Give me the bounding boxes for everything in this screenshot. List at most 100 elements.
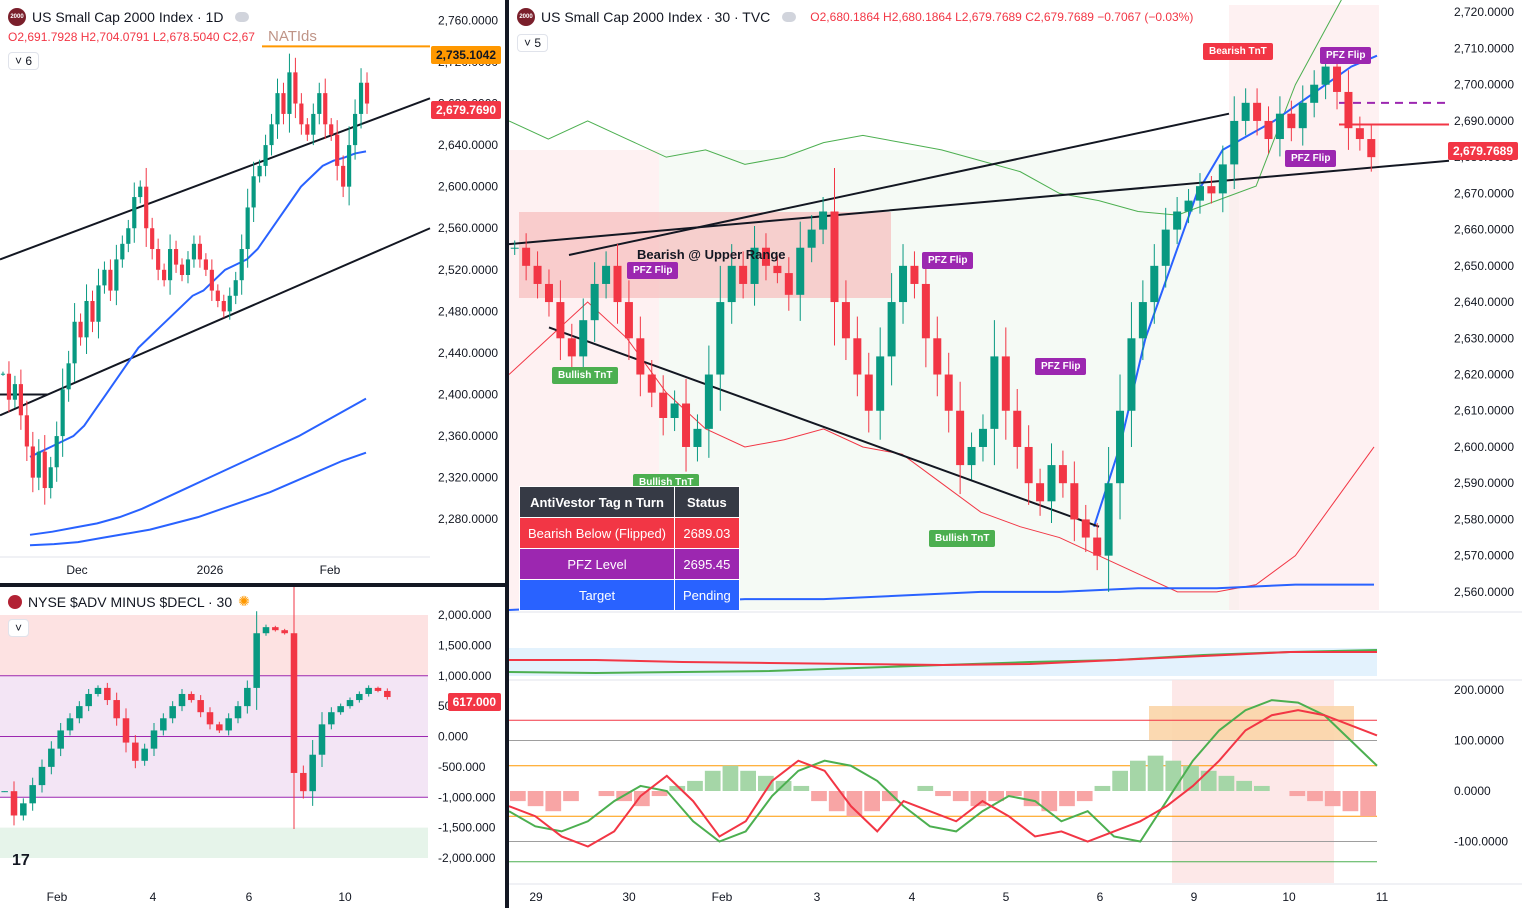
m30-collapse-button[interactable]: ˅ 5 — [517, 34, 549, 52]
bearish-zone-2 — [1229, 5, 1379, 610]
adv-time-tick: 6 — [246, 890, 253, 904]
m30-candle-body — [1081, 519, 1090, 538]
m30-candle-body — [590, 283, 599, 321]
eye-icon[interactable] — [235, 12, 250, 22]
m30-candle-body — [967, 446, 976, 466]
adv-bar-body — [38, 766, 46, 786]
osc-histogram-bar — [846, 791, 863, 817]
osc-histogram-bar — [527, 791, 544, 807]
tradingview-logo[interactable]: 17 — [12, 852, 30, 869]
m30-candle-body — [1287, 113, 1296, 129]
price-axis-tick: 2,560.0000 — [438, 221, 498, 235]
price-axis-tick: 2,480.0000 — [438, 304, 498, 318]
osc-histogram-bar — [1342, 791, 1359, 812]
adv-decl-svg[interactable]: 2,000.0001,500.0001,000.000500.0000.000-… — [0, 587, 505, 908]
m30-candle-body — [1127, 338, 1136, 411]
adv-bar-body — [76, 706, 83, 719]
adv-axis-tick: -1,000.000 — [438, 790, 496, 804]
adv-axis-tick: 1,000.000 — [438, 669, 492, 683]
daily-candle-body — [167, 249, 173, 281]
osc-histogram-bar — [1236, 780, 1252, 791]
adv-header: NYSE $ADV MINUS $DECL · 30 ✺ — [8, 593, 250, 610]
adv-bar-body — [1, 791, 8, 793]
m30-price-tick: 2,570.0000 — [1454, 549, 1514, 563]
adv-bar-body — [328, 712, 335, 725]
m30-candle-body — [887, 302, 896, 357]
m30-candle-body — [1207, 186, 1216, 194]
m30-header: 2000 US Small Cap 2000 Index · 30 · TVC … — [517, 8, 1193, 26]
osc-histogram-bar — [687, 780, 703, 791]
daily-candle-body — [352, 113, 358, 146]
strip-red — [509, 651, 1377, 667]
m30-candle-body — [579, 320, 588, 357]
osc-histogram-bar — [740, 770, 756, 791]
osc-histogram-bar — [1130, 760, 1146, 791]
m30-time-tick: 30 — [622, 890, 636, 904]
thirty-min-svg[interactable]: 2,720.0000 2,710.0000 2,700.0000 2,690.0000… — [509, 0, 1522, 908]
adv-decl-pane[interactable]: 2,000.0001,500.0001,000.000500.0000.000-… — [0, 587, 505, 908]
daily-title[interactable]: US Small Cap 2000 Index · 1D — [32, 9, 224, 25]
osc-histogram-bar — [1165, 760, 1182, 791]
thirty-min-pane[interactable]: 2,720.0000 2,710.0000 2,700.0000 2,690.0000… — [509, 0, 1522, 908]
daily-candle-body — [197, 243, 203, 260]
table-cell: Target — [518, 579, 676, 611]
daily-candle-body — [60, 389, 65, 437]
daily-chart-svg[interactable]: 2,760.00002,720.00002,680.00002,640.0000… — [0, 0, 505, 583]
adv-bar-body — [244, 687, 251, 707]
daily-candle-body — [341, 165, 346, 187]
m30-candle-body — [1355, 128, 1364, 140]
adv-collapse-button[interactable]: ˅ — [8, 619, 30, 637]
m30-low: L2,679.7689 — [955, 10, 1022, 24]
adv-bar-body — [337, 706, 344, 713]
osc-histogram-bar — [758, 775, 774, 791]
m30-candle-body — [1321, 66, 1330, 85]
m30-price-tick: 2,600.0000 — [1454, 440, 1514, 454]
adv-bar-body — [10, 791, 18, 816]
m30-price-tick: 2,690.0000 — [1454, 114, 1514, 128]
eye-icon-30m[interactable] — [782, 12, 797, 22]
time-axis-tick: 2026 — [197, 563, 224, 577]
price-label-orange: 2,735.1042 — [430, 46, 501, 64]
osc-histogram-bar — [510, 791, 526, 802]
m30-candle-body — [670, 403, 679, 418]
m30-candle-body — [1310, 84, 1319, 103]
daily-candle-body — [287, 72, 292, 114]
overlay-watermark: NATIds — [268, 28, 317, 45]
m30-time-tick: 4 — [909, 890, 916, 904]
m30-change: −0.7067 (−0.03%) — [1097, 10, 1194, 24]
m30-price-tick: 2,630.0000 — [1454, 331, 1514, 345]
daily-candle-body — [251, 176, 256, 208]
osc-histogram-bar — [704, 770, 721, 791]
daily-candle-body — [317, 93, 322, 114]
pane-divider-horizontal[interactable] — [0, 583, 505, 587]
m30-candle-body — [727, 265, 736, 303]
adv-bar-body — [57, 730, 64, 749]
m30-candle-body — [510, 247, 519, 249]
m30-candle-body — [682, 403, 691, 447]
pane-divider-vertical[interactable] — [505, 0, 509, 908]
m30-candle-body — [522, 247, 531, 266]
m30-price-tick: 2,660.0000 — [1454, 223, 1514, 237]
adv-bar-body — [281, 630, 288, 634]
m30-candle-body — [796, 247, 805, 295]
osc-axis-tick: 100.0000 — [1454, 734, 1504, 748]
price-axis-tick: 2,360.0000 — [438, 429, 498, 443]
daily-candle-body — [305, 124, 310, 135]
osc-histogram-bar — [793, 785, 810, 791]
osc-histogram-bar — [651, 791, 668, 797]
m30-open: O2,680.1864 — [810, 10, 880, 24]
m30-candle-body — [693, 428, 702, 447]
m30-time-tick: 11 — [1376, 890, 1389, 904]
daily-chart-pane[interactable]: 2,760.00002,720.00002,680.00002,640.0000… — [0, 0, 505, 583]
daily-candle-body — [42, 451, 47, 489]
adv-title[interactable]: NYSE $ADV MINUS $DECL · 30 — [28, 593, 233, 610]
m30-title[interactable]: US Small Cap 2000 Index · 30 · TVC — [541, 9, 771, 25]
osc-histogram-bar — [1307, 791, 1323, 802]
adv-time-tick: 10 — [338, 890, 352, 904]
m30-price-tick: 2,610.0000 — [1454, 404, 1514, 418]
upper-channel-line — [0, 97, 431, 261]
m30-candle-body — [567, 338, 576, 357]
m30-price-tick: 2,560.0000 — [1454, 585, 1514, 599]
indicator-collapse-button[interactable]: ˅ 6 — [8, 52, 40, 70]
ohlc-close: C2,67 — [222, 30, 255, 44]
